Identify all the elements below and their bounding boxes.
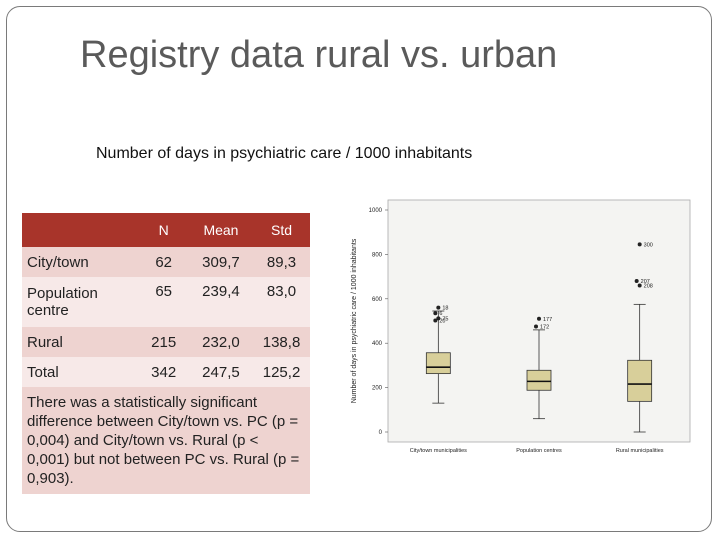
row-label: Rural [22,327,139,357]
x-category-label: City/town municipalities [410,448,467,454]
table-row: Rural 215 232,0 138,8 [22,327,310,357]
outlier-point [637,242,642,247]
row-n: 215 [138,327,189,357]
y-tick-label: 200 [372,386,383,392]
boxplot-chart: Number of days in psychiatric care / 100… [351,199,691,454]
outlier-label: 208 [644,283,653,289]
y-tick-label: 400 [372,341,383,347]
box-iqr [425,352,451,375]
row-std: 89,3 [253,247,310,277]
row-label: City/town [22,247,139,277]
outlier-label: 75 [442,316,448,322]
outlier-point [436,305,441,310]
row-n: 342 [138,357,189,387]
row-std: 83,0 [253,277,310,327]
outlier-point [634,279,639,284]
row-mean: 232,0 [188,327,254,357]
header-n: N [138,213,189,247]
box-iqr [627,359,653,402]
significance-note: There was a statistically significant di… [22,387,310,494]
outlier-point [537,316,541,321]
stats-table: N Mean Std City/town 62 309,7 89,3 Popul… [22,213,310,494]
x-category-label: Population centres [516,448,562,454]
outlier-label: 172 [540,325,549,331]
outlier-point [433,318,438,323]
y-tick-label: 800 [372,252,383,258]
header-blank [22,213,139,247]
table-row: Population centre 65 239,4 83,0 [22,277,310,327]
row-std: 138,8 [253,327,310,357]
table-row: Total 342 247,5 125,2 [22,357,310,387]
row-mean: 309,7 [188,247,254,277]
x-axis-categories: City/town municipalities Population centr… [410,448,664,454]
outlier-point [436,316,441,321]
note-row: There was a statistically significant di… [22,387,310,494]
outlier-point [433,311,438,316]
box-iqr [526,369,552,391]
row-n: 65 [138,277,189,327]
row-label: Population centre [22,277,139,327]
table-header-row: N Mean Std [22,213,310,247]
y-tick-label: 600 [372,297,383,303]
outlier-label: 18 [442,306,448,312]
header-std: Std [253,213,310,247]
y-axis-label: Number of days in psychiatric care / 100… [351,238,358,403]
x-category-label: Rural municipalities [616,448,664,454]
y-axis: 1000 800 600 400 200 0 [369,208,388,436]
y-tick-label: 1000 [369,208,383,214]
row-mean: 239,4 [188,277,254,327]
row-n: 62 [138,247,189,277]
outlier-label: 6 [439,311,442,317]
row-std: 125,2 [253,357,310,387]
outlier-point [637,283,642,288]
chart-subtitle: Number of days in psychiatric care / 100… [96,145,473,162]
slide-title: Registry data rural vs. urban [80,34,558,76]
row-label: Total [22,357,139,387]
header-mean: Mean [188,213,254,247]
outlier-label: 207 [641,279,650,285]
outlier-label: 20 [439,319,445,325]
row-mean: 247,5 [188,357,254,387]
outlier-label: 177 [543,317,552,323]
outlier-label: 300 [644,242,653,248]
outlier-point [534,324,538,329]
y-tick-label: 0 [379,430,383,436]
table-row: City/town 62 309,7 89,3 [22,247,310,277]
